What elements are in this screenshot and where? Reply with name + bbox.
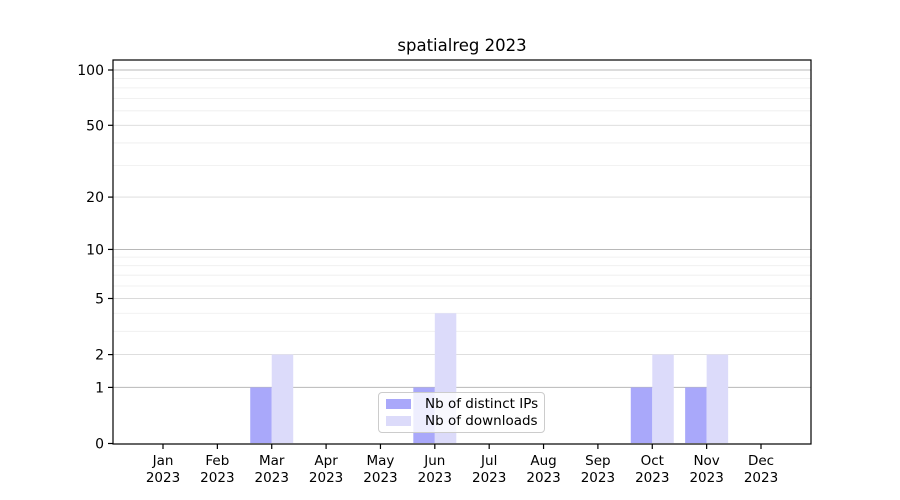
x-tick-label: Apr 2023 <box>309 453 343 486</box>
x-tick-label: May 2023 <box>363 453 397 486</box>
legend-swatch-distinct-ips <box>386 399 411 409</box>
x-tick-label: Jan 2023 <box>146 453 180 486</box>
y-tick-label: 100 <box>77 63 104 79</box>
x-tick-label: Dec 2023 <box>744 453 778 486</box>
bar-distinct-ips <box>630 387 653 443</box>
plot-border <box>112 59 812 445</box>
x-tick-label: Oct 2023 <box>635 453 669 486</box>
legend-swatch-downloads <box>386 416 411 426</box>
bar-distinct-ips <box>250 387 272 443</box>
y-tick-label: 10 <box>86 242 104 258</box>
legend-item-downloads: Nb of downloads <box>386 413 538 429</box>
legend-label-distinct-ips: Nb of distinct IPs <box>425 396 539 412</box>
y-tick-label: 2 <box>95 348 104 364</box>
legend: Nb of distinct IPs Nb of downloads <box>378 392 545 433</box>
x-tick-label: Nov 2023 <box>689 453 723 486</box>
legend-item-distinct-ips: Nb of distinct IPs <box>386 396 539 412</box>
bar-downloads <box>706 354 729 443</box>
x-tick-label: Sep 2023 <box>581 453 615 486</box>
y-tick-label: 20 <box>86 190 104 206</box>
x-tick-label: Jun 2023 <box>418 453 452 486</box>
y-tick-label: 5 <box>95 291 104 307</box>
bar-distinct-ips <box>685 387 707 443</box>
y-tick-label: 50 <box>86 118 104 134</box>
y-tick-label: 0 <box>95 437 104 453</box>
y-tick-label: 1 <box>95 380 104 396</box>
x-tick-label: Jul 2023 <box>472 453 506 486</box>
chart-title: spatialreg 2023 <box>397 36 527 55</box>
x-tick-label: Feb 2023 <box>200 453 234 486</box>
x-tick-label: Aug 2023 <box>526 453 560 486</box>
bar-downloads <box>652 354 674 443</box>
x-tick-label: Mar 2023 <box>255 453 289 486</box>
bar-downloads <box>271 354 294 443</box>
legend-label-downloads: Nb of downloads <box>425 413 538 429</box>
